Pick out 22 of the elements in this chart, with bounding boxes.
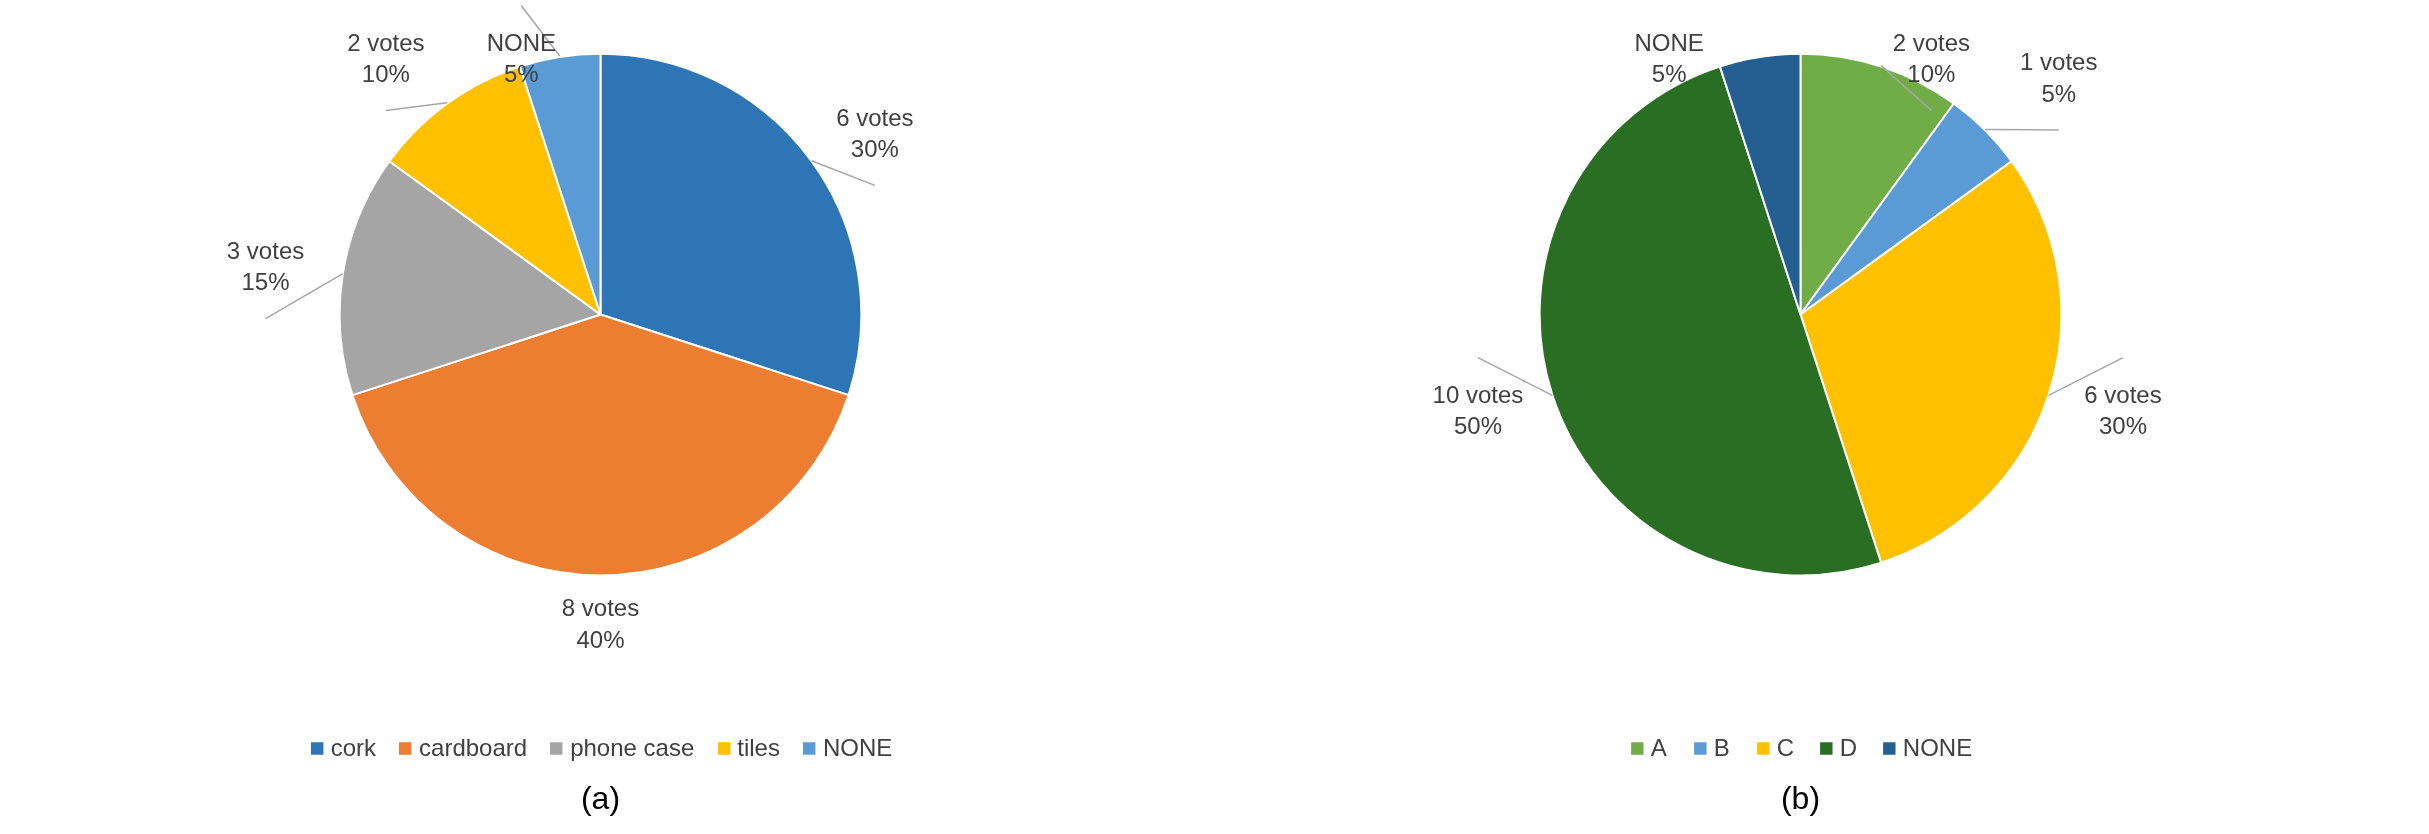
data-label: 6 votes 30%: [2084, 380, 2162, 440]
data-label: NONE 5%: [1634, 28, 1704, 88]
legend-label: phone case: [570, 734, 695, 762]
data-label: 8 votes 40%: [561, 594, 640, 653]
data-label: NONE 5%: [486, 28, 557, 88]
text: (a): [580, 779, 621, 816]
legend-label: cork: [330, 734, 377, 762]
legend-label: cardboard: [419, 734, 528, 762]
text: (b): [1780, 779, 1821, 816]
data-label: 2 votes 10%: [1892, 28, 1971, 88]
legend-label: D: [1839, 734, 1859, 762]
data-label: 10 votes 50%: [1432, 380, 1524, 440]
legend-label: tiles: [737, 734, 780, 762]
data-label: 1 votes 5%: [2020, 48, 2098, 107]
legend-label: NONE: [822, 734, 893, 762]
legend-label: NONE: [1902, 734, 1973, 762]
data-label: 2 votes 10%: [347, 28, 425, 88]
data-label: 6 votes 30%: [836, 103, 914, 163]
legend-label: C: [1776, 734, 1796, 762]
legend-label: B: [1713, 734, 1731, 762]
legend-label: A: [1650, 734, 1668, 762]
data-label: 3 votes 15%: [226, 237, 305, 296]
